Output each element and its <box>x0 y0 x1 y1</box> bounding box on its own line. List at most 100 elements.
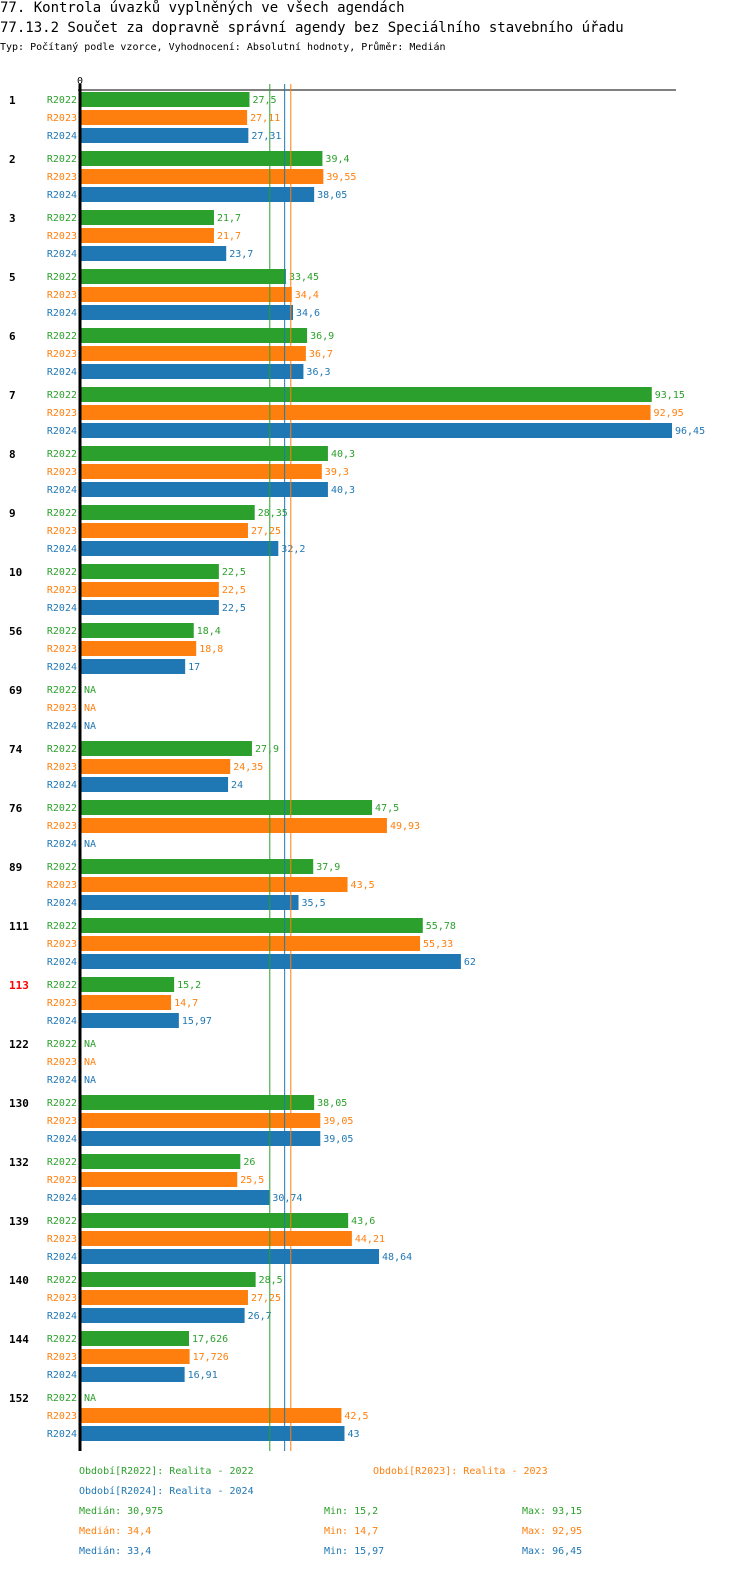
series-label: R2024 <box>47 249 77 260</box>
data-label: 17,626 <box>192 1334 228 1345</box>
stat-median: Medián: 33,4 <box>79 1546 152 1557</box>
series-label: R2024 <box>47 1075 77 1086</box>
series-label: R2024 <box>47 1429 77 1440</box>
category-label: 5 <box>9 271 16 284</box>
category-label: 139 <box>9 1215 29 1228</box>
data-label: 22,5 <box>222 567 246 578</box>
chart-subtitle: 77.13.2 Součet za dopravně správní agend… <box>0 20 624 36</box>
series-label: R2022 <box>47 921 77 932</box>
category-label: 7 <box>9 389 16 402</box>
category-label: 113 <box>9 979 29 992</box>
bar <box>81 269 286 284</box>
series-label: R2022 <box>47 1275 77 1286</box>
series-label: R2024 <box>47 1252 77 1263</box>
series-label: R2022 <box>47 154 77 165</box>
bar <box>81 541 279 556</box>
series-label: R2022 <box>47 390 77 401</box>
data-label: NA <box>84 1393 96 1404</box>
bar <box>81 1290 248 1305</box>
series-label: R2024 <box>47 131 77 142</box>
series-label: R2023 <box>47 821 77 832</box>
bar <box>81 328 308 343</box>
data-label: 18,4 <box>197 626 221 637</box>
data-label: 37,9 <box>316 862 340 873</box>
data-label: 55,78 <box>426 921 456 932</box>
bar <box>81 305 294 320</box>
data-label: 22,5 <box>222 603 246 614</box>
bar <box>81 151 323 166</box>
series-label: R2024 <box>47 721 77 732</box>
data-label: 25,5 <box>240 1175 264 1186</box>
data-label: 14,7 <box>174 998 198 1009</box>
category-label: 111 <box>9 920 29 933</box>
series-label: R2024 <box>47 544 77 555</box>
bar <box>81 1272 256 1287</box>
series-label: R2022 <box>47 1098 77 1109</box>
data-label: 32,2 <box>281 544 305 555</box>
legend-item: Období[R2024]: Realita - 2024 <box>79 1486 254 1497</box>
series-label: R2022 <box>47 980 77 991</box>
data-label: NA <box>84 685 96 696</box>
data-label: 36,3 <box>306 367 330 378</box>
data-label: 33,45 <box>289 272 319 283</box>
series-label: R2024 <box>47 190 77 201</box>
data-label: 23,7 <box>229 249 253 260</box>
category-label: 8 <box>9 448 16 461</box>
series-label: R2022 <box>47 508 77 519</box>
bar <box>81 954 461 969</box>
category-label: 10 <box>9 566 22 579</box>
bar <box>81 759 231 774</box>
stat-max: Max: 96,45 <box>522 1546 583 1557</box>
data-label: 43 <box>347 1429 359 1440</box>
bar <box>81 877 348 892</box>
data-label: 39,4 <box>325 154 349 165</box>
series-label: R2022 <box>47 1216 77 1227</box>
data-label: NA <box>84 1075 96 1086</box>
data-label: 16,91 <box>188 1370 218 1381</box>
series-label: R2022 <box>47 567 77 578</box>
stat-max: Max: 93,15 <box>522 1506 583 1517</box>
bar <box>81 187 315 202</box>
series-label: R2023 <box>47 467 77 478</box>
data-label: 39,05 <box>323 1116 353 1127</box>
data-label: 28,35 <box>258 508 288 519</box>
bar <box>81 564 219 579</box>
bar <box>81 623 194 638</box>
data-label: 40,3 <box>331 449 355 460</box>
series-label: R2024 <box>47 839 77 850</box>
series-label: R2024 <box>47 780 77 791</box>
series-label: R2022 <box>47 803 77 814</box>
bar <box>81 977 175 992</box>
bar <box>81 210 214 225</box>
data-label: 39,3 <box>325 467 349 478</box>
stat-min: Min: 14,7 <box>324 1526 379 1537</box>
data-label: 93,15 <box>655 390 685 401</box>
bar <box>81 482 328 497</box>
series-label: R2024 <box>47 1134 77 1145</box>
bar <box>81 1095 315 1110</box>
data-label: 36,7 <box>309 349 333 360</box>
bar <box>81 1308 245 1323</box>
category-label: 89 <box>9 861 22 874</box>
series-label: R2023 <box>47 231 77 242</box>
data-label: 40,3 <box>331 485 355 496</box>
series-label: R2023 <box>47 880 77 891</box>
bar <box>81 777 229 792</box>
data-label: 92,95 <box>654 408 684 419</box>
bar <box>81 936 421 951</box>
series-label: R2024 <box>47 1016 77 1027</box>
data-label: 27,5 <box>253 95 277 106</box>
series-label: R2022 <box>47 1334 77 1345</box>
series-label: R2024 <box>47 426 77 437</box>
series-label: R2022 <box>47 95 77 106</box>
data-label: 26,7 <box>248 1311 272 1322</box>
category-label: 1 <box>9 94 16 107</box>
series-label: R2022 <box>47 1157 77 1168</box>
category-label: 74 <box>9 743 23 756</box>
bar <box>81 464 322 479</box>
data-label: 55,33 <box>423 939 453 950</box>
bar <box>81 287 292 302</box>
bar <box>81 1172 238 1187</box>
data-label: 36,9 <box>310 331 334 342</box>
page-title: 77. Kontrola úvazků vyplněných ve všech … <box>0 0 405 16</box>
